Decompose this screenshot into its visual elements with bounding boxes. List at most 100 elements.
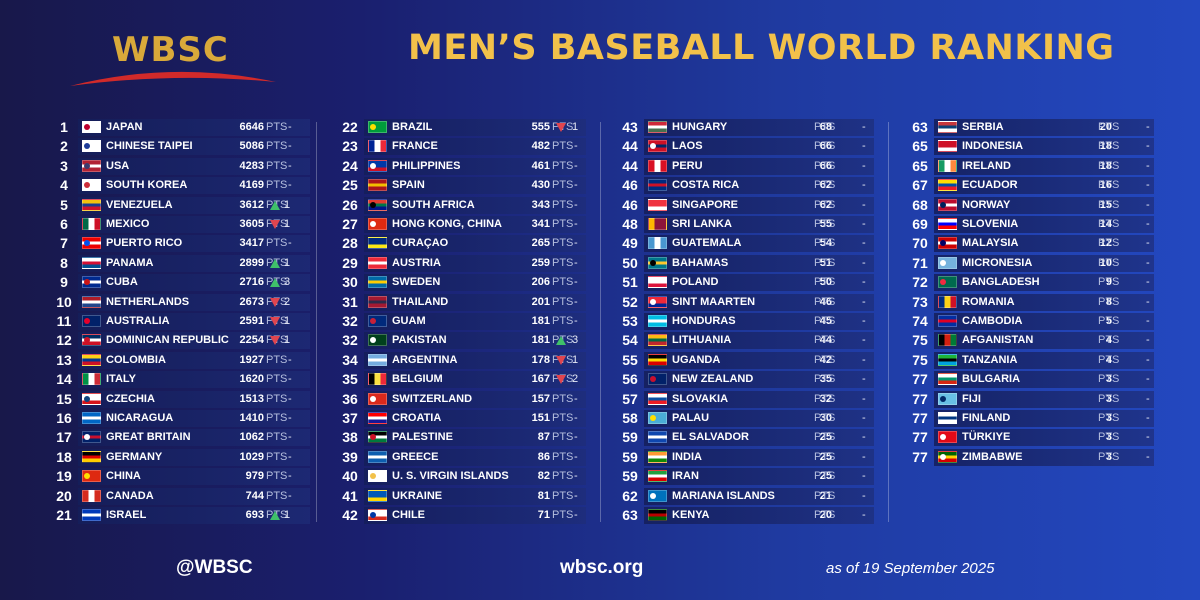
- rank-number: 8: [60, 254, 68, 271]
- rank-change: -: [574, 237, 578, 250]
- country-name: HONDURAS: [672, 315, 736, 327]
- points-value: 68: [819, 121, 832, 133]
- rank-number: 62: [622, 487, 638, 504]
- country-name: INDIA: [672, 450, 702, 463]
- country-name: AUSTRALIA: [106, 315, 170, 327]
- country-name: UKRAINE: [392, 489, 443, 502]
- rank-number: 54: [622, 332, 638, 349]
- rank-up-icon: [270, 258, 280, 268]
- points-unit: PTS: [1098, 276, 1120, 289]
- points-value: 44: [819, 334, 832, 347]
- country-name: PALAU: [672, 412, 710, 424]
- country-name: SWITZERLAND: [392, 392, 473, 405]
- points-unit: PTS: [552, 412, 574, 424]
- row-bar: [644, 448, 874, 466]
- rank-number: 25: [342, 177, 358, 194]
- points-unit: PTS: [552, 276, 574, 289]
- country-name: UGANDA: [672, 353, 721, 366]
- country-name: ZIMBABWE: [962, 450, 1023, 463]
- points-unit: PTS: [1098, 140, 1120, 153]
- row-bar: [78, 254, 310, 272]
- rank-change: 1: [284, 315, 291, 327]
- rank-number: 29: [342, 254, 358, 271]
- flag-icon: [648, 218, 667, 230]
- row-bar: [644, 351, 874, 369]
- flag-emblem-icon: [650, 259, 656, 266]
- points-unit: PTS: [814, 315, 836, 327]
- flag-emblem-icon: [370, 512, 376, 518]
- flag-icon: [938, 140, 957, 153]
- rank-change: -: [862, 295, 866, 308]
- points-unit: PTS: [1098, 159, 1120, 172]
- rank-number: 3: [60, 157, 68, 174]
- flag-icon: [82, 509, 101, 521]
- rank-change: -: [862, 179, 866, 192]
- row-bar: [78, 119, 310, 136]
- rank-number: 68: [912, 196, 928, 213]
- flag-icon: [368, 489, 387, 502]
- flag-emblem-icon: [650, 376, 656, 383]
- flag-icon: [82, 431, 101, 444]
- points-unit: PTS: [1098, 256, 1120, 269]
- flag-emblem-icon: [370, 395, 376, 402]
- points-unit: PTS: [814, 121, 836, 133]
- row-bar: [644, 157, 874, 175]
- column-divider: [888, 122, 889, 522]
- rank-change: -: [574, 276, 578, 289]
- rank-number: 16: [56, 410, 72, 426]
- rank-change: 3: [284, 276, 291, 289]
- rank-change: -: [288, 353, 292, 366]
- flag-emblem-icon: [84, 434, 90, 441]
- rank-change: -: [1146, 159, 1150, 172]
- points-unit: PTS: [266, 431, 288, 444]
- country-name: FINLAND: [962, 412, 1011, 424]
- flag-emblem-icon: [370, 337, 376, 344]
- flag-icon: [82, 295, 101, 308]
- points-value: 5086: [239, 140, 264, 153]
- rank-change: -: [288, 489, 292, 502]
- rank-change: -: [1146, 179, 1150, 192]
- flag-emblem-icon: [940, 201, 946, 208]
- country-name: DOMINICAN REPUBLIC: [106, 334, 229, 347]
- rank-number: 48: [622, 216, 638, 232]
- points-unit: PTS: [1098, 121, 1120, 133]
- flag-emblem-icon: [84, 240, 90, 247]
- flag-emblem-icon: [650, 298, 656, 305]
- rank-number: 71: [912, 254, 928, 271]
- points-unit: PTS: [552, 509, 574, 521]
- flag-icon: [368, 315, 387, 327]
- rank-change: 1: [284, 198, 291, 211]
- country-name: VENEZUELA: [106, 198, 173, 211]
- country-name: PALESTINE: [392, 431, 453, 444]
- country-name: CANADA: [106, 489, 154, 502]
- points-unit: PTS: [814, 276, 836, 289]
- rank-number: 59: [622, 429, 638, 446]
- points-value: 18: [1099, 159, 1112, 172]
- country-name: BULGARIA: [962, 373, 1021, 386]
- country-name: COLOMBIA: [106, 353, 166, 366]
- flag-emblem-icon: [84, 473, 90, 480]
- rank-up-icon: [556, 336, 566, 346]
- row-bar: [78, 390, 310, 408]
- rank-change: -: [862, 412, 866, 424]
- flag-emblem-icon: [84, 279, 90, 286]
- rank-change: -: [862, 470, 866, 483]
- rank-number: 46: [622, 196, 638, 213]
- row-bar: [934, 448, 1154, 466]
- rank-change: -: [574, 179, 578, 192]
- points-value: 259: [531, 256, 550, 269]
- rank-number: 77: [912, 410, 928, 426]
- country-name: MALAYSIA: [962, 237, 1019, 250]
- points-value: 3: [1105, 450, 1112, 463]
- rank-change: -: [288, 412, 292, 424]
- rank-number: 21: [56, 507, 72, 523]
- flag-emblem-icon: [84, 162, 90, 169]
- points-value: 45: [819, 315, 832, 327]
- flag-emblem-icon: [940, 259, 946, 266]
- rank-number: 36: [342, 390, 358, 407]
- website-link: wbsc.org: [560, 557, 644, 578]
- row-bar: [78, 157, 310, 175]
- rank-number: 17: [56, 429, 72, 446]
- country-name: NETHERLANDS: [106, 295, 190, 308]
- flag-emblem-icon: [370, 162, 376, 169]
